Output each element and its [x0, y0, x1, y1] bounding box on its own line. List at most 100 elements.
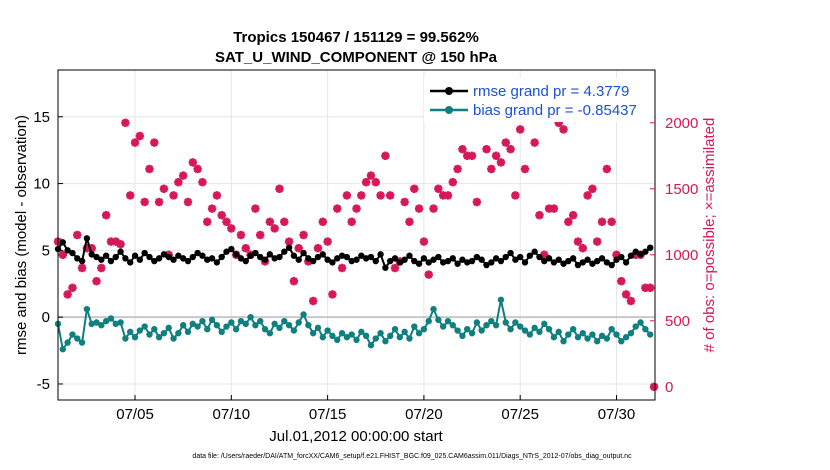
- bias-point: [204, 325, 211, 333]
- obs-count-point: [501, 138, 510, 147]
- obs-count-point: [241, 244, 250, 253]
- bias-point: [170, 335, 177, 342]
- rmse-point: [237, 255, 245, 262]
- rmse-point: [64, 247, 71, 254]
- rmse-point: [131, 252, 139, 259]
- bias-point: [541, 320, 548, 328]
- bias-point: [112, 320, 119, 328]
- rmse-point: [406, 252, 413, 259]
- rmse-point: [382, 264, 389, 271]
- rmse-point: [189, 253, 197, 261]
- rmse-point: [415, 260, 423, 267]
- obs-count-point: [116, 240, 125, 249]
- bias-point: [642, 325, 649, 333]
- obs-count-point: [511, 191, 520, 200]
- obs-count-point: [371, 178, 380, 187]
- rmse-point: [204, 256, 211, 263]
- bias-point: [218, 328, 225, 336]
- obs-count-point: [593, 237, 602, 246]
- obs-count-point: [280, 217, 289, 226]
- bias-point: [102, 317, 110, 325]
- obs-count-point: [126, 191, 135, 200]
- rmse-point: [483, 261, 490, 269]
- obs-count-point: [68, 283, 77, 292]
- bias-point: [377, 329, 384, 337]
- obs-count-point: [318, 217, 327, 226]
- rmse-point: [550, 259, 558, 266]
- bias-point: [362, 332, 370, 340]
- bias-point: [189, 320, 197, 328]
- y-tick-label-right: 1500: [665, 181, 698, 198]
- rmse-point: [122, 255, 129, 262]
- rmse-point: [387, 257, 394, 265]
- rmse-point: [584, 256, 591, 263]
- rmse-point: [565, 257, 572, 265]
- bias-point: [165, 324, 172, 332]
- obs-count-point: [506, 145, 515, 154]
- rmse-point: [175, 252, 182, 259]
- rmse-point: [536, 253, 543, 261]
- rmse-point: [603, 259, 611, 266]
- bias-point: [184, 328, 192, 336]
- obs-count-point: [130, 138, 140, 147]
- rmse-point: [285, 244, 293, 251]
- rmse-point: [170, 256, 177, 263]
- bias-point: [64, 339, 71, 346]
- rmse-point: [632, 248, 639, 255]
- bias-point: [521, 327, 529, 334]
- rmse-point: [541, 257, 548, 265]
- obs-count-point: [496, 158, 506, 167]
- bias-point: [232, 325, 240, 333]
- rmse-point: [314, 253, 322, 261]
- obs-count-point: [390, 263, 400, 273]
- obs-count-point: [227, 224, 236, 233]
- obs-count-point: [145, 164, 154, 174]
- rmse-point: [155, 255, 163, 262]
- bias-point: [319, 334, 326, 341]
- obs-count-point: [573, 237, 583, 246]
- bias-point: [160, 329, 168, 337]
- bias-point: [497, 296, 505, 303]
- rmse-point: [411, 257, 418, 265]
- rmse-point: [362, 255, 370, 262]
- rmse-point: [637, 251, 644, 258]
- obs-count-point: [626, 296, 636, 306]
- obs-count-point: [583, 191, 592, 200]
- rmse-point: [141, 249, 148, 257]
- rmse-point: [334, 255, 341, 262]
- rmse-point: [497, 257, 505, 265]
- y-axis-label-left: rmse and bias (model - observation): [13, 115, 30, 355]
- bias-point: [271, 320, 278, 328]
- bias-point: [151, 325, 158, 333]
- rmse-point: [281, 248, 288, 255]
- bias-point: [627, 329, 635, 337]
- bias-point: [589, 331, 596, 338]
- bias-point: [59, 346, 67, 353]
- obs-count-point: [645, 283, 655, 292]
- obs-count-point: [174, 178, 183, 187]
- rmse-point: [266, 251, 274, 258]
- bias-point: [329, 332, 336, 340]
- rmse-point: [136, 256, 144, 263]
- rmse-point: [252, 249, 259, 257]
- rmse-point: [512, 256, 519, 263]
- obs-count-point: [429, 204, 438, 213]
- obs-count-point: [530, 138, 539, 147]
- obs-count-point: [405, 217, 414, 226]
- rmse-point: [358, 252, 365, 259]
- rmse-point: [459, 256, 466, 263]
- bias-point: [261, 325, 269, 333]
- rmse-point: [271, 255, 278, 262]
- bias-point: [507, 325, 514, 333]
- rmse-point: [618, 253, 625, 261]
- obs-count-point: [347, 217, 356, 226]
- bias-point: [175, 329, 182, 337]
- obs-count-point: [621, 290, 631, 299]
- bias-point: [411, 323, 418, 330]
- bias-point: [348, 331, 355, 338]
- bias-point: [300, 311, 307, 318]
- rmse-point: [574, 261, 582, 269]
- data-file-footer: data file: /Users/raeder/DAI/ATM_forcXX/…: [192, 453, 632, 460]
- bias-point: [131, 334, 139, 341]
- y-axis-label-right: # of obs: o=possible; ×=assimilated: [701, 118, 718, 353]
